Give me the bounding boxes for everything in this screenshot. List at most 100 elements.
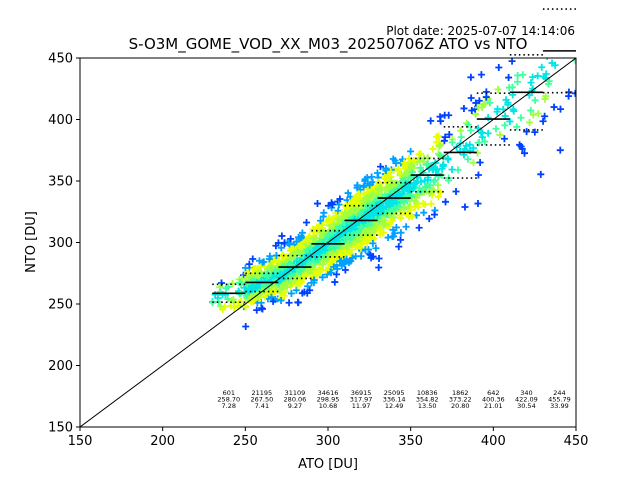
scatter-point (460, 148, 468, 156)
bin-std-label: 21.01 (484, 402, 503, 410)
scatter-point (486, 99, 494, 107)
bin-std-label: 9.27 (288, 402, 302, 410)
scatter-point (227, 302, 235, 310)
scatter-point (534, 72, 542, 80)
scatter-point (292, 286, 300, 294)
scatter-point (361, 175, 369, 183)
scatter-point (253, 306, 261, 314)
scatter-point (321, 236, 329, 244)
y-tick-label: 350 (48, 175, 73, 190)
x-tick-label: 400 (481, 434, 506, 449)
scatter-point (469, 159, 477, 167)
scatter-point (541, 13, 548, 20)
scatter-point (556, 146, 564, 154)
scatter-point (298, 233, 306, 241)
scatter-point (545, 77, 553, 85)
x-axis-ticks: 150 200 250 300 350 400 450 (68, 427, 588, 449)
scatter-point (278, 232, 286, 240)
scatter-point (319, 213, 327, 221)
scatter-point (257, 268, 265, 276)
scatter-point (410, 156, 418, 164)
scatter-point (430, 211, 438, 219)
scatter-point (514, 71, 522, 79)
scatter-point (441, 133, 449, 141)
scatter-point (402, 223, 410, 231)
scatter-point (495, 63, 503, 71)
scatter-point (381, 186, 389, 194)
scatter-point (378, 216, 386, 224)
scatter-point (467, 73, 475, 81)
scatter-point (395, 243, 403, 251)
scatter-point (326, 258, 334, 266)
scatter-point (309, 239, 317, 247)
scatter-point (238, 275, 246, 283)
y-tick-label: 400 (48, 113, 73, 128)
scatter-point (514, 78, 522, 86)
bin-mean-label: 267.50 (250, 396, 273, 404)
scatter-point (384, 234, 392, 242)
scatter-point (291, 249, 299, 257)
scatter-point (466, 141, 474, 149)
scatter-point (277, 296, 285, 304)
y-tick-label: 250 (48, 298, 73, 313)
scatter-point (375, 226, 383, 234)
scatter-point (304, 282, 312, 290)
scatter-point (452, 187, 460, 195)
scatter-point (415, 224, 423, 232)
scatter-point (258, 305, 266, 313)
scatter-point (436, 113, 444, 121)
scatter-point (457, 127, 465, 135)
bin-count-label: 36915 (351, 389, 372, 397)
scatter-point (317, 217, 325, 225)
scatter-point (444, 155, 452, 163)
scatter-point (303, 218, 311, 226)
scatter-point (434, 181, 442, 189)
scatter-point (311, 253, 319, 261)
scatter-point (382, 165, 390, 173)
scatter-point (265, 255, 273, 263)
scatter-point (476, 158, 484, 166)
scatter-point (526, 119, 534, 127)
scatter-point (287, 235, 295, 243)
scatter-point (508, 83, 516, 91)
bin-count-label: 31109 (285, 389, 306, 397)
bin-count-label: 10836 (417, 389, 438, 397)
scatter-point (242, 323, 250, 331)
scatter-point (281, 258, 289, 266)
scatter-point (389, 207, 397, 215)
scatter-point (360, 235, 368, 243)
scatter-point (392, 223, 400, 231)
scatter-point (352, 208, 360, 216)
scatter-point (211, 291, 219, 299)
scatter-point (348, 254, 356, 262)
scatter-point (259, 258, 267, 266)
scatter-point (304, 237, 312, 245)
scatter-point (527, 106, 535, 114)
scatter-point (354, 182, 362, 190)
scatter-point (275, 256, 283, 264)
y-tick-label: 150 (48, 421, 73, 436)
scatter-point (521, 149, 529, 157)
scatter-point (550, 46, 557, 53)
scatter-point (397, 236, 405, 244)
scatter-point (539, 47, 546, 54)
x-axis-label: ATO [DU] (298, 457, 358, 472)
chart-title: S-O3M_GOME_VOD_XX_M03_20250706Z ATO vs N… (129, 35, 528, 54)
y-axis-ticks: 150 200 250 300 350 400 450 (48, 52, 80, 436)
scatter-point (366, 251, 374, 259)
bin-mean-label: 400.36 (482, 396, 505, 404)
scatter-point (287, 289, 295, 297)
scatter-point (523, 128, 531, 136)
bin-mean-label: 422.09 (515, 396, 538, 404)
scatter-point (492, 125, 500, 133)
scatter-point (357, 224, 365, 232)
scatter-point (387, 168, 395, 176)
scatter-point (549, 40, 556, 47)
scatter-point (341, 266, 349, 274)
bin-std-label: 7.41 (255, 402, 269, 410)
scatter-point (423, 161, 431, 169)
bin-std-label: 30.54 (517, 402, 536, 410)
scatter-point (553, 13, 560, 20)
scatter-point (413, 178, 421, 186)
scatter-point (422, 183, 430, 191)
